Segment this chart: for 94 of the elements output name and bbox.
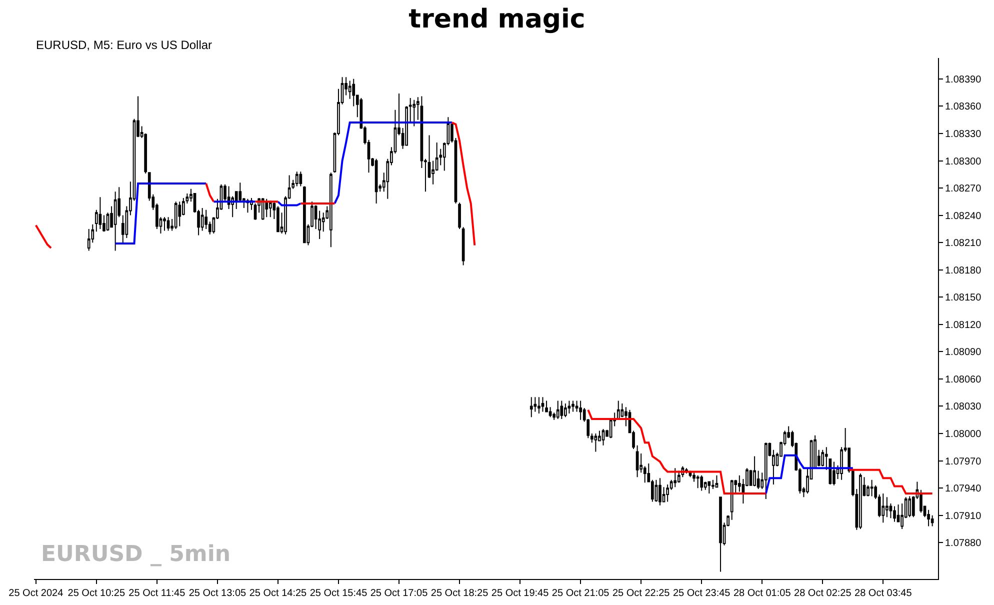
y-tick-label: 1.08030 — [945, 402, 982, 413]
y-tick-label: 1.08000 — [945, 429, 982, 440]
candlestick — [764, 442, 768, 500]
x-tick-label: 28 Oct 01:05 — [733, 588, 792, 599]
candlestick — [114, 191, 117, 252]
x-tick-label: 28 Oct 03:45 — [854, 588, 912, 599]
candlestick — [579, 400, 582, 420]
candlestick — [730, 479, 734, 520]
x-tick-label: 25 Oct 13:05 — [188, 588, 247, 599]
x-tick-label: 25 Oct 18:25 — [430, 588, 489, 599]
candlestick — [715, 474, 718, 488]
y-tick-label: 1.08270 — [945, 184, 982, 195]
candlestick — [719, 496, 722, 572]
candlestick — [859, 473, 862, 530]
y-tick-label: 1.08330 — [945, 128, 982, 140]
candlestick — [654, 479, 658, 502]
candlestick — [908, 496, 912, 518]
chart-subtitle: EURUSD, M5: Euro vs US Dollar — [36, 38, 212, 52]
candlestick — [329, 172, 332, 248]
candlestick — [530, 396, 533, 418]
candlestick — [882, 493, 885, 524]
candlestick — [674, 468, 677, 488]
candlestick — [299, 171, 302, 187]
candlestick — [408, 98, 412, 124]
candlestick — [708, 481, 711, 494]
candlestick — [174, 201, 178, 230]
x-tick-label: 25 Oct 15:45 — [310, 588, 368, 599]
candlestick — [538, 396, 540, 414]
candlestick — [166, 216, 170, 232]
candlestick — [163, 216, 166, 232]
y-tick-label: 1.08180 — [945, 265, 982, 276]
candlestick — [412, 99, 416, 127]
y-tick-label: 1.08210 — [945, 238, 982, 250]
candlestick — [927, 509, 930, 527]
candlestick — [462, 226, 465, 266]
candlestick — [832, 461, 836, 486]
y-tick-label: 1.08300 — [945, 156, 982, 168]
y-tick-label: 1.08090 — [945, 347, 982, 358]
candlestick — [276, 206, 280, 232]
candlestick — [616, 400, 620, 420]
y-tick-label: 1.08360 — [945, 102, 982, 113]
candlestick — [265, 198, 268, 218]
candlestick — [560, 400, 564, 420]
y-tick-label: 1.07970 — [945, 456, 982, 468]
candlestick — [666, 484, 669, 502]
candlestick — [572, 400, 574, 412]
y-tick-label: 1.08150 — [945, 292, 982, 304]
candlestick — [200, 208, 204, 232]
y-tick-label: 1.08240 — [945, 210, 982, 222]
candlestick — [821, 449, 824, 467]
y-tick-label: 1.08390 — [945, 74, 982, 86]
candlestick — [458, 202, 461, 230]
candlestick — [568, 400, 571, 414]
x-tick-label: 25 Oct 22:25 — [612, 588, 670, 599]
candlestick — [636, 444, 639, 478]
candlestick — [261, 198, 264, 220]
candlestick — [178, 201, 182, 227]
x-tick-label: 28 Oct 02:25 — [794, 588, 852, 599]
x-tick-label: 25 Oct 10:25 — [68, 588, 126, 599]
candlestick — [594, 433, 598, 452]
candlestick — [824, 446, 828, 470]
candlestick — [870, 479, 874, 497]
chart-title: trend magic — [408, 4, 586, 34]
x-tick-label: 25 Oct 21:05 — [552, 588, 610, 599]
x-tick-label: 25 Oct 2024 — [8, 588, 64, 599]
candlestick — [677, 470, 680, 484]
candlestick — [295, 171, 298, 187]
candlestick — [374, 158, 378, 204]
y-tick-label: 1.07940 — [945, 484, 982, 495]
candlestick — [658, 478, 662, 506]
candlestick — [602, 428, 605, 446]
x-tick-label: 25 Oct 14:25 — [249, 588, 308, 599]
x-tick-label: 25 Oct 23:45 — [672, 588, 731, 599]
candlestick — [268, 200, 272, 218]
candlestick — [564, 403, 567, 418]
candlestick — [405, 106, 408, 146]
y-tick-label: 1.08060 — [945, 374, 982, 386]
candlestick — [303, 186, 306, 244]
x-tick-label: 25 Oct 19:45 — [491, 588, 550, 599]
annotation: EURUSD _ 5min — [41, 542, 231, 567]
candlestick — [696, 474, 700, 489]
candlestick — [87, 228, 90, 252]
y-tick-label: 1.07880 — [945, 538, 982, 550]
candlestick — [98, 196, 102, 230]
candlestick — [712, 479, 714, 490]
candlestick — [753, 456, 756, 487]
candlestick — [541, 396, 544, 412]
y-tick-label: 1.07910 — [945, 510, 982, 522]
x-tick-label: 25 Oct 17:05 — [370, 588, 428, 599]
candlestick — [556, 400, 560, 420]
x-tick-label: 25 Oct 11:45 — [128, 588, 186, 599]
y-tick-label: 1.08120 — [945, 320, 982, 331]
candlestick — [700, 474, 704, 492]
candlestick — [893, 506, 896, 522]
